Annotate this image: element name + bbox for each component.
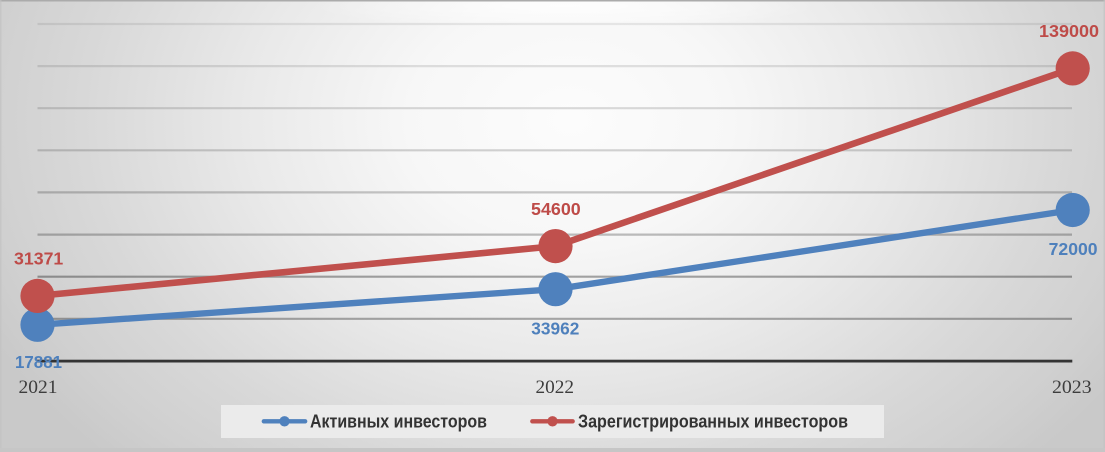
svg-text:139000: 139000 bbox=[1039, 21, 1099, 41]
svg-text:Активных инвесторов: Активных инвесторов bbox=[310, 412, 487, 432]
svg-text:2021: 2021 bbox=[19, 377, 58, 398]
svg-text:17881: 17881 bbox=[15, 352, 62, 372]
svg-text:Зарегистрированных инвесторов: Зарегистрированных инвесторов bbox=[578, 412, 848, 432]
svg-text:2023: 2023 bbox=[1052, 377, 1092, 398]
svg-text:54600: 54600 bbox=[531, 199, 581, 219]
svg-text:31371: 31371 bbox=[14, 249, 64, 269]
svg-text:2022: 2022 bbox=[536, 377, 575, 398]
svg-text:72000: 72000 bbox=[1049, 239, 1098, 259]
svg-text:33962: 33962 bbox=[531, 319, 579, 339]
